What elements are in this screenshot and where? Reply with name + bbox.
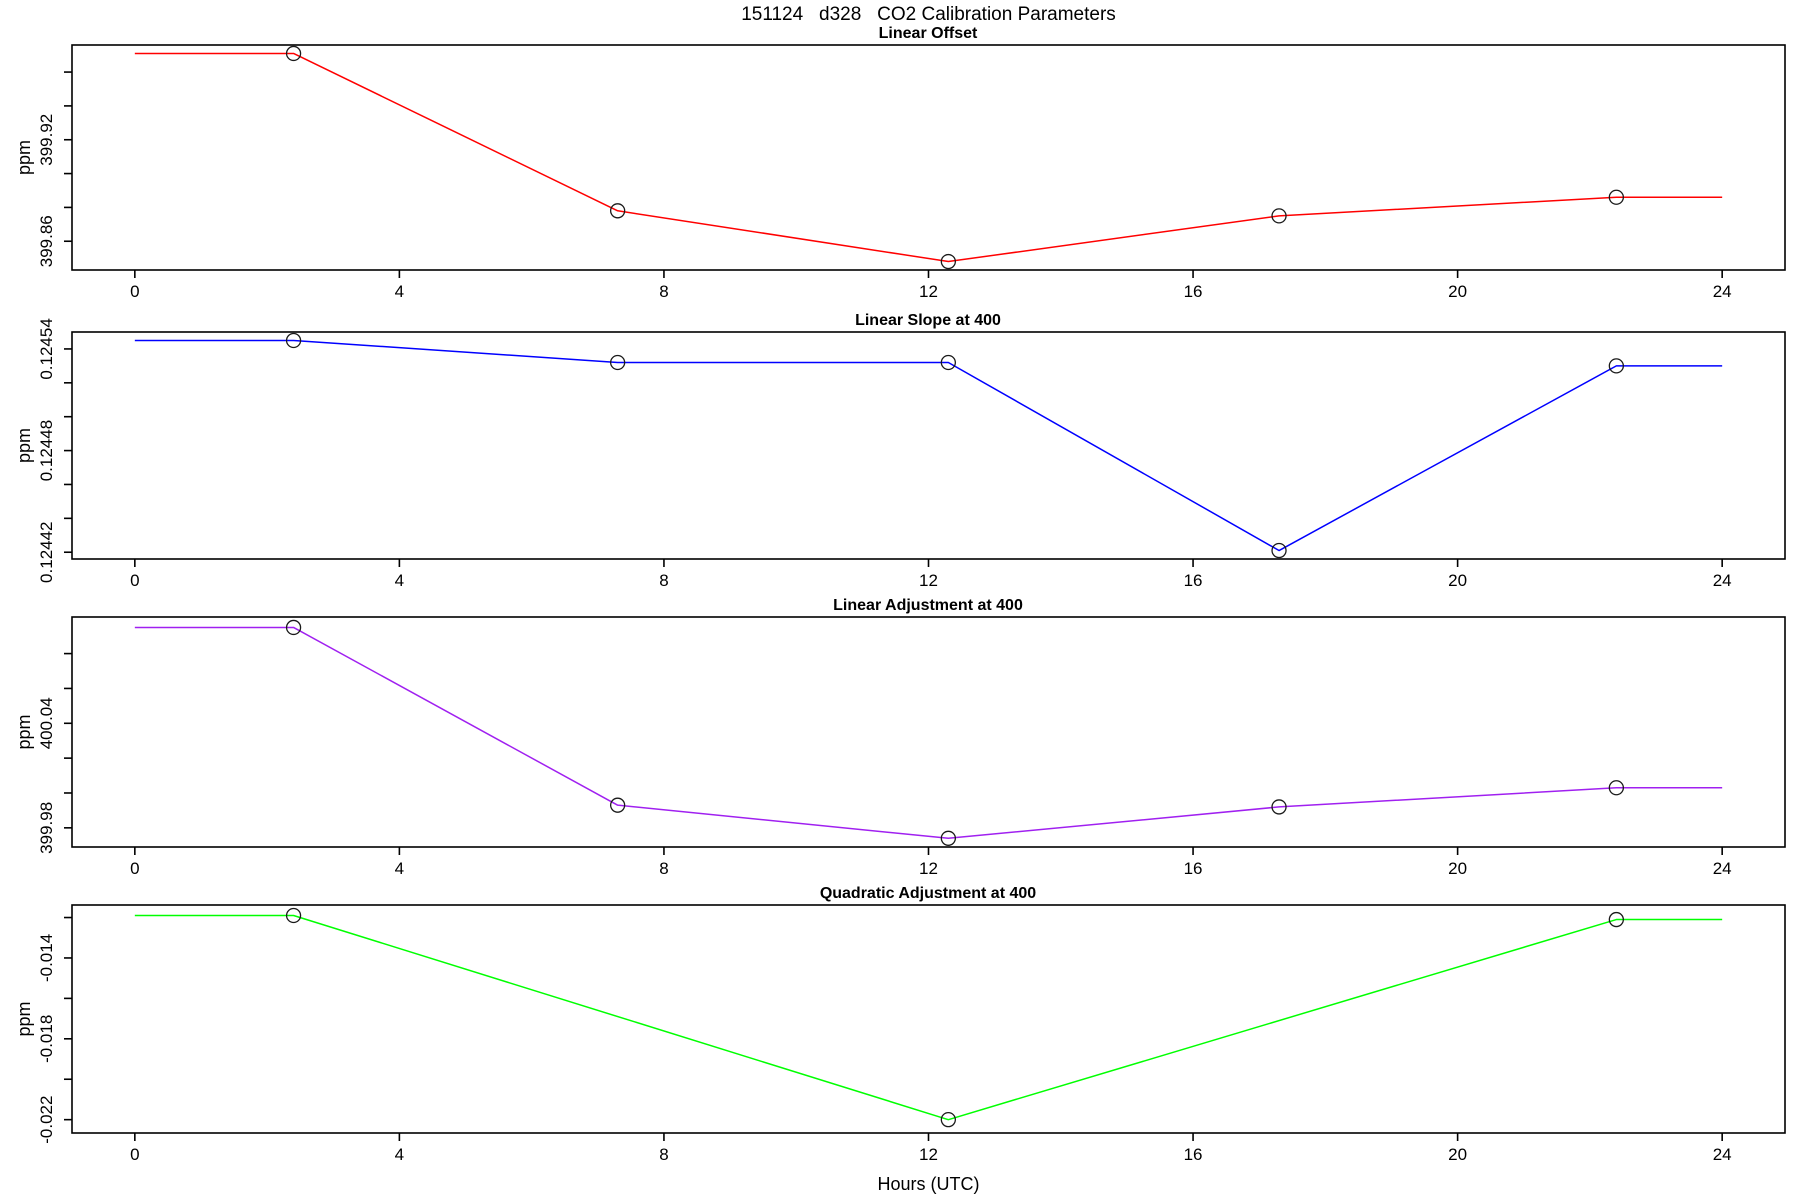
- x-tick-label: 12: [919, 282, 938, 301]
- panel-title: Linear Slope at 400: [855, 312, 1001, 329]
- y-tick-label: -0.022: [37, 1096, 56, 1144]
- data-point: [285, 907, 302, 924]
- y-tick-label: 400.04: [37, 697, 56, 749]
- x-tick-label: 8: [659, 859, 668, 878]
- data-point: [940, 830, 956, 846]
- x-tick-label: 4: [395, 859, 404, 878]
- data-point: [1608, 780, 1624, 796]
- y-tick-label: 399.98: [37, 802, 56, 854]
- series-line: [134, 339, 1723, 552]
- x-tick-label: 4: [395, 1145, 404, 1164]
- data-point: [285, 45, 302, 62]
- series-line: [134, 52, 1723, 263]
- x-tick-label: 12: [919, 859, 938, 878]
- data-point: [1608, 911, 1624, 928]
- x-tick-label: 0: [130, 282, 139, 301]
- data-point: [940, 1112, 956, 1128]
- data-point: [609, 354, 626, 371]
- x-tick-label: 8: [659, 1145, 668, 1164]
- x-tick-label: 8: [659, 282, 668, 301]
- panel-title: Linear Offset: [879, 25, 978, 42]
- panel-title: Quadratic Adjustment at 400: [820, 885, 1036, 902]
- x-tick-label: 8: [659, 571, 668, 590]
- figure-title: 151124 d328 CO2 Calibration Parameters: [741, 4, 1116, 25]
- panel-box: [71, 331, 1786, 560]
- x-tick-label: 4: [395, 282, 404, 301]
- y-axis-label: ppm: [14, 140, 34, 175]
- data-point: [609, 797, 626, 813]
- data-point: [1271, 208, 1287, 224]
- x-tick-label: 24: [1713, 859, 1732, 878]
- x-tick-label: 0: [130, 859, 139, 878]
- x-tick-label: 24: [1713, 1145, 1732, 1164]
- x-tick-label: 24: [1713, 282, 1732, 301]
- data-point: [1271, 542, 1287, 559]
- x-tick-label: 16: [1184, 859, 1203, 878]
- x-tick-label: 16: [1184, 571, 1203, 590]
- y-axis-label: ppm: [14, 714, 34, 749]
- x-tick-label: 16: [1184, 1145, 1203, 1164]
- x-tick-label: 24: [1713, 571, 1732, 590]
- x-tick-label: 0: [130, 1145, 139, 1164]
- x-tick-label: 4: [395, 571, 404, 590]
- y-tick-label: -0.018: [37, 1015, 56, 1063]
- x-tick-label: 20: [1448, 282, 1467, 301]
- x-tick-label: 16: [1184, 282, 1203, 301]
- x-tick-label: 20: [1448, 859, 1467, 878]
- data-point: [1608, 189, 1624, 205]
- data-point: [285, 332, 302, 349]
- panel-box: [71, 44, 1786, 271]
- data-point: [1271, 799, 1287, 815]
- x-tick-label: 0: [130, 571, 139, 590]
- panel-box: [71, 904, 1786, 1134]
- y-tick-label: 0.12454: [37, 318, 56, 379]
- y-tick-label: 0.12442: [37, 521, 56, 582]
- series-line: [134, 914, 1723, 1121]
- series-line: [134, 626, 1723, 840]
- x-axis-label: Hours (UTC): [877, 1174, 980, 1194]
- data-point: [1608, 358, 1624, 374]
- panel-box: [71, 616, 1786, 848]
- y-tick-label: 399.92: [37, 114, 56, 166]
- data-point: [940, 253, 956, 270]
- data-point: [285, 619, 302, 636]
- x-tick-label: 12: [919, 1145, 938, 1164]
- x-tick-label: 12: [919, 571, 938, 590]
- data-point: [940, 354, 956, 371]
- y-tick-label: 399.86: [37, 215, 56, 267]
- y-tick-label: -0.014: [37, 934, 56, 982]
- x-tick-label: 20: [1448, 571, 1467, 590]
- y-tick-label: 0.12448: [37, 420, 56, 481]
- y-axis-label: ppm: [14, 1001, 34, 1036]
- y-axis-label: ppm: [14, 428, 34, 463]
- x-tick-label: 20: [1448, 1145, 1467, 1164]
- panel-title: Linear Adjustment at 400: [833, 597, 1023, 614]
- data-point: [609, 203, 626, 219]
